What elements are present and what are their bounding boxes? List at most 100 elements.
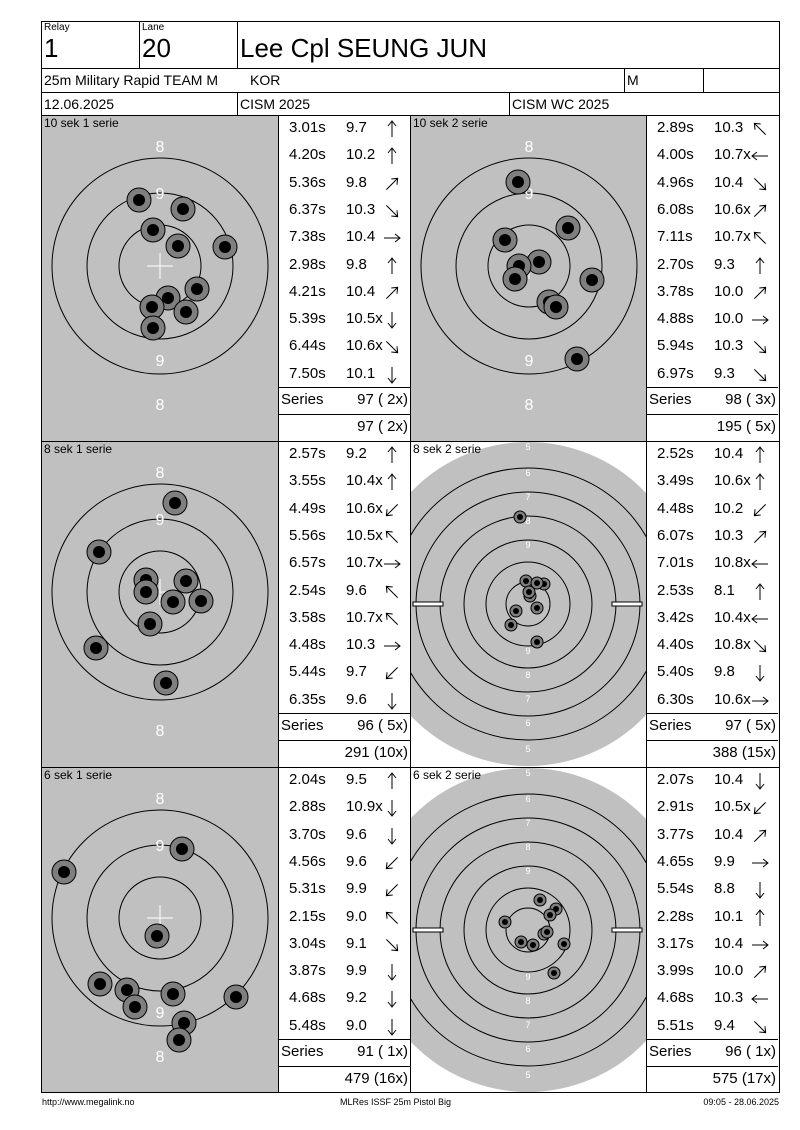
shot-direction: [381, 500, 405, 520]
shot-time: 4.21s: [289, 282, 326, 300]
series-label: Series: [649, 717, 692, 734]
shot-impact: [543, 908, 557, 922]
ring-number: 9: [525, 972, 530, 982]
ring-number: 9: [525, 186, 534, 203]
series-label: Series: [281, 1043, 324, 1060]
target-image: 5 6 7 8 9 9 8 7 6 5: [411, 442, 646, 767]
target-image: 8 9 9 8: [42, 116, 278, 441]
direction-arrow-icon: [753, 177, 767, 190]
shot-impact: [169, 836, 195, 862]
ring-number: 8: [156, 397, 165, 414]
direction-arrow-icon: [753, 1020, 767, 1033]
shot-time: 5.56s: [289, 526, 326, 544]
shot-direction: [381, 256, 405, 276]
direction-arrow-icon: [387, 473, 397, 491]
shot-impact: [153, 670, 179, 696]
shot-score: 10.3: [714, 337, 744, 355]
shot-score: 10.2: [714, 499, 744, 517]
ring-8: [51, 483, 269, 701]
direction-arrow-icon: [385, 938, 399, 952]
shot-score: 8.1: [714, 581, 735, 599]
shot-time: 5.39s: [289, 310, 326, 328]
shot-score: 9.7: [346, 663, 367, 681]
shot-score: 9.0: [346, 1016, 367, 1034]
shot-time: 4.68s: [289, 989, 326, 1007]
aiming-bar: [611, 601, 643, 607]
shot-impact: [170, 196, 196, 222]
shot-score: 9.8: [346, 255, 367, 273]
ring-number: 8: [156, 465, 165, 482]
ring-number: 8: [525, 996, 530, 1006]
shot-direction: [749, 472, 773, 492]
ring-8: [51, 157, 269, 375]
nation: KOR: [250, 72, 281, 88]
ring-number: 6: [525, 468, 530, 478]
direction-arrow-icon: [755, 882, 765, 899]
shot-impact: [530, 635, 544, 649]
direction-arrow-icon: [387, 991, 397, 1009]
ring-number: 8: [156, 139, 165, 156]
shot-direction: [381, 989, 405, 1009]
shot-impact: [492, 227, 518, 253]
aiming-bar: [611, 927, 643, 933]
direction-arrow-icon: [753, 286, 767, 299]
target-image: 5 6 7 8 9 9 8 7 6 5: [411, 768, 646, 1092]
shot-direction: [749, 174, 773, 194]
shot-score: 10.5x: [346, 310, 383, 328]
direction-arrow-icon: [387, 800, 397, 818]
ring-number: 9: [525, 866, 530, 876]
series-total: 97 ( 2x): [357, 391, 408, 408]
series-total: 91 ( 1x): [357, 1043, 408, 1060]
ring-number: 5: [525, 1070, 530, 1080]
direction-arrow-icon: [385, 856, 399, 870]
shot-direction: [749, 365, 773, 385]
shot-time: 3.78s: [657, 282, 694, 300]
shot-score: 10.3: [346, 200, 376, 218]
shot-time: 4.00s: [657, 146, 694, 164]
shot-time: 5.94s: [657, 337, 694, 355]
shot-list: 3.01s 9.7 4.20s 10.2 5.36s 9.8 6.37s 10.3 7.38s 1…: [279, 116, 410, 441]
shot-impact: [223, 984, 249, 1010]
section-label: 10 sek 1 serie: [44, 116, 119, 130]
target-panel: 8 sek 2 serie 5 6 7 8 9 9 8 7 6 5: [411, 442, 646, 767]
target-panel: 10 sek 2 serie 8 9 9 8: [411, 116, 646, 441]
shot-time: 3.04s: [289, 934, 326, 952]
direction-arrow-icon: [385, 612, 399, 625]
shot-direction: [381, 691, 405, 711]
shot-impact: [140, 315, 166, 341]
shot-impact: [557, 937, 571, 951]
shot-time: 3.77s: [657, 825, 694, 843]
shot-score: 10.4: [714, 771, 744, 788]
direction-arrow-icon: [753, 829, 767, 842]
shot-score: 9.2: [346, 445, 367, 462]
shot-impact: [165, 233, 191, 259]
shot-direction: [749, 663, 773, 683]
series-row: Series 96 ( 5x): [279, 715, 409, 742]
shot-impact: [505, 169, 531, 195]
shot-direction: [381, 119, 405, 139]
target-panel: 6 sek 1 serie 8 9 9 8: [42, 768, 278, 1092]
direction-arrow-icon: [385, 503, 399, 516]
relay-number: 1: [44, 33, 59, 63]
shot-list: 2.57s 9.2 3.55s 10.4x 4.49s 10.6x 5.56s 10.5x 6.…: [279, 442, 410, 767]
shot-impact: [86, 539, 112, 565]
shot-impact: [543, 294, 569, 320]
shot-time: 6.08s: [657, 200, 694, 218]
direction-arrow-icon: [755, 256, 765, 274]
shooter-name: Lee Cpl SEUNG JUN: [240, 33, 488, 63]
shot-time: 4.48s: [289, 636, 326, 654]
target-image: 8 9 9 8: [411, 116, 646, 441]
shot-impact: [519, 574, 533, 588]
direction-arrow-icon: [387, 446, 397, 463]
shot-time: 6.30s: [657, 690, 694, 708]
shot-direction: [749, 527, 773, 547]
lane-number: 20: [142, 33, 171, 63]
direction-arrow-icon: [385, 204, 399, 218]
ring-9: [455, 192, 603, 340]
shot-direction: [381, 663, 405, 683]
direction-arrow-icon: [753, 503, 767, 516]
section-label: 8 sek 2 serie: [413, 442, 482, 456]
shot-direction: [381, 962, 405, 982]
shot-time: 4.49s: [289, 499, 326, 517]
shot-score: 10.4: [714, 825, 744, 843]
